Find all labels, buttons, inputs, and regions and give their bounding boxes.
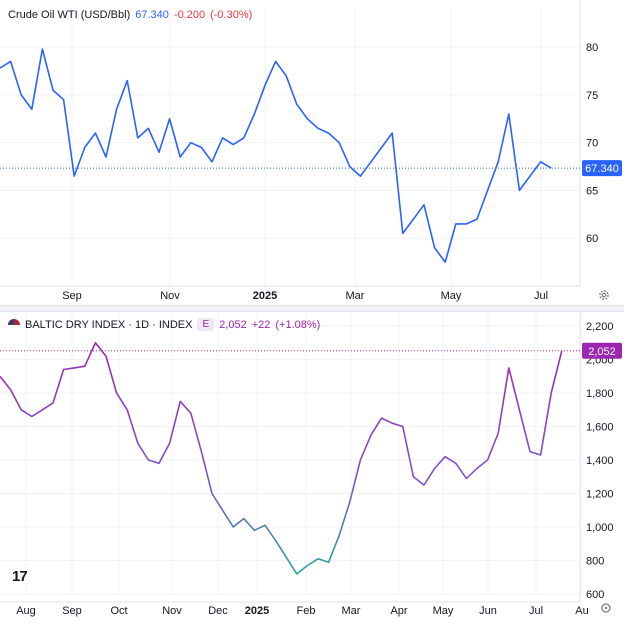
oil-legend-last: 67.340 bbox=[135, 9, 169, 21]
x-tick-label: Nov bbox=[160, 290, 180, 302]
bdi-legend-change: +22 bbox=[251, 318, 271, 331]
series-line bbox=[0, 342, 563, 575]
bdi-legend-change-pct: (+1.08%) bbox=[275, 318, 321, 331]
x-tick-label: Dec bbox=[208, 605, 228, 617]
x-tick-label: Sep bbox=[62, 290, 82, 302]
last-price-badge bbox=[582, 160, 622, 177]
y-tick-label: 75 bbox=[586, 90, 598, 102]
x-tick-label: Jul bbox=[529, 605, 543, 617]
x-tick-label: Aug bbox=[16, 605, 36, 617]
y-tick-label: 1,200 bbox=[586, 489, 614, 501]
oil-chart-pane[interactable]: 80 75 70 65 60 Sep Nov 2025 Mar May Jul 67.340 bbox=[0, 0, 624, 305]
x-tick-label: Apr bbox=[390, 605, 407, 617]
bdi-legend-title: BALTIC DRY INDEX · 1D · INDEX bbox=[25, 318, 193, 331]
x-tick-label: 2025 bbox=[253, 290, 277, 302]
bdi-legend-badge: E bbox=[197, 318, 215, 331]
y-tick-label: 70 bbox=[586, 138, 598, 150]
x-tick-label: Mar bbox=[346, 290, 365, 302]
oil-legend-change-pct: (-0.30%) bbox=[210, 9, 253, 21]
timezone-icon-dot bbox=[604, 606, 608, 610]
y-tick-label: 1,600 bbox=[586, 422, 614, 434]
x-tick-label: May bbox=[441, 290, 462, 302]
y-tick-label: 800 bbox=[586, 556, 604, 568]
x-tick-label: Au bbox=[575, 605, 588, 617]
x-tick-label: Jul bbox=[534, 290, 548, 302]
x-tick-label: 2025 bbox=[245, 605, 269, 617]
x-tick-label: Sep bbox=[62, 605, 82, 617]
bdi-legend[interactable]: BALTIC DRY INDEX · 1D · INDEX E 2,052 +2… bbox=[8, 318, 320, 331]
x-tick-label: Nov bbox=[162, 605, 182, 617]
x-tick-label: Mar bbox=[342, 605, 361, 617]
y-tick-label: 65 bbox=[586, 185, 598, 197]
timezone-icon bbox=[601, 603, 611, 613]
y-tick-label: 1,400 bbox=[586, 455, 614, 467]
last-price-badge bbox=[582, 342, 622, 359]
y-tick-label: 80 bbox=[586, 42, 598, 54]
y-tick-label: 60 bbox=[586, 233, 598, 245]
bdi-chart-svg[interactable]: 2,2002,0001,8001,6001,4001,2001,00080060… bbox=[0, 312, 624, 627]
oil-legend-change: -0.200 bbox=[173, 9, 206, 21]
oil-chart-svg[interactable]: 80 75 70 65 60 Sep Nov 2025 Mar May Jul 67.340 bbox=[0, 0, 624, 305]
settings-gear-icon[interactable] bbox=[597, 288, 611, 302]
pane-divider[interactable] bbox=[0, 305, 624, 312]
x-tick-label: Oct bbox=[110, 605, 127, 617]
oil-legend-title: Crude Oil WTI (USD/Bbl) bbox=[8, 9, 131, 21]
bdi-chart-pane[interactable]: 2,200 2,000 1,800 1,600 1,400 1,200 1,000 800 60… bbox=[0, 312, 624, 627]
series-line bbox=[0, 48, 552, 263]
last-price-badge-label: 67.340 bbox=[585, 163, 619, 175]
y-tick-label: 1,800 bbox=[586, 388, 614, 400]
y-tick-label: 1,000 bbox=[586, 522, 614, 534]
x-tick-label: May bbox=[433, 605, 454, 617]
tradingview-logo-icon: 17 bbox=[12, 568, 28, 585]
timezone-icon-ring bbox=[601, 603, 611, 613]
y-tick-label: 2,200 bbox=[586, 321, 614, 333]
x-tick-label: Jun bbox=[479, 605, 497, 617]
y-tick-label: 600 bbox=[586, 589, 604, 601]
bdi-legend-last: 2,052 bbox=[219, 318, 247, 331]
oil-legend[interactable]: Crude Oil WTI (USD/Bbl) 67.340 -0.200 (-… bbox=[8, 9, 252, 21]
x-tick-label: Feb bbox=[297, 605, 316, 617]
last-price-badge-label: 2,052 bbox=[588, 346, 616, 358]
flag-us-icon bbox=[8, 318, 20, 331]
